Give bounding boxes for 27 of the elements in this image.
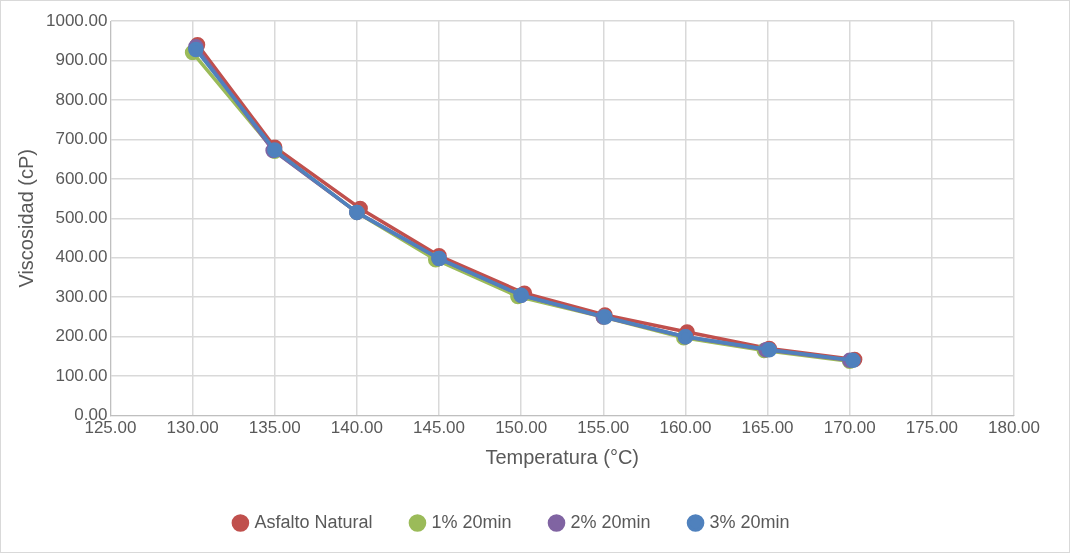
legend-label: 1% 20min: [431, 511, 512, 532]
legend-label: 2% 20min: [570, 511, 651, 532]
y-tick-label: 400.00: [55, 247, 108, 267]
x-tick-label: 165.00: [741, 418, 794, 438]
y-tick-label: 200.00: [55, 326, 108, 346]
y-axis-title: Viscosidad (cP): [14, 149, 37, 288]
x-tick-label: 140.00: [330, 418, 383, 438]
legend-label: Asfalto Natural: [254, 511, 373, 532]
x-axis-title: Temperatura (°C): [485, 445, 640, 468]
y-tick-label: 600.00: [55, 168, 108, 188]
x-tick-label: 170.00: [823, 418, 876, 438]
x-tick-label: 180.00: [988, 418, 1040, 438]
y-tick-label: 100.00: [55, 365, 108, 385]
x-tick-label: 130.00: [166, 418, 219, 438]
legend-label: 3% 20min: [709, 511, 790, 532]
x-tick-label: 145.00: [413, 418, 466, 438]
x-tick-label: 175.00: [905, 418, 958, 438]
y-tick-label: 900.00: [55, 50, 108, 70]
x-tick-label: 135.00: [248, 418, 301, 438]
y-tick-label: 700.00: [55, 129, 108, 149]
x-tick-label: 150.00: [495, 418, 548, 438]
y-tick-label: 800.00: [55, 89, 108, 109]
y-tick-label: 1000.00: [46, 10, 108, 30]
y-tick-label: 300.00: [55, 286, 108, 306]
y-tick-label: 500.00: [55, 207, 108, 227]
x-tick-label: 160.00: [659, 418, 712, 438]
x-tick-label: 155.00: [577, 418, 630, 438]
